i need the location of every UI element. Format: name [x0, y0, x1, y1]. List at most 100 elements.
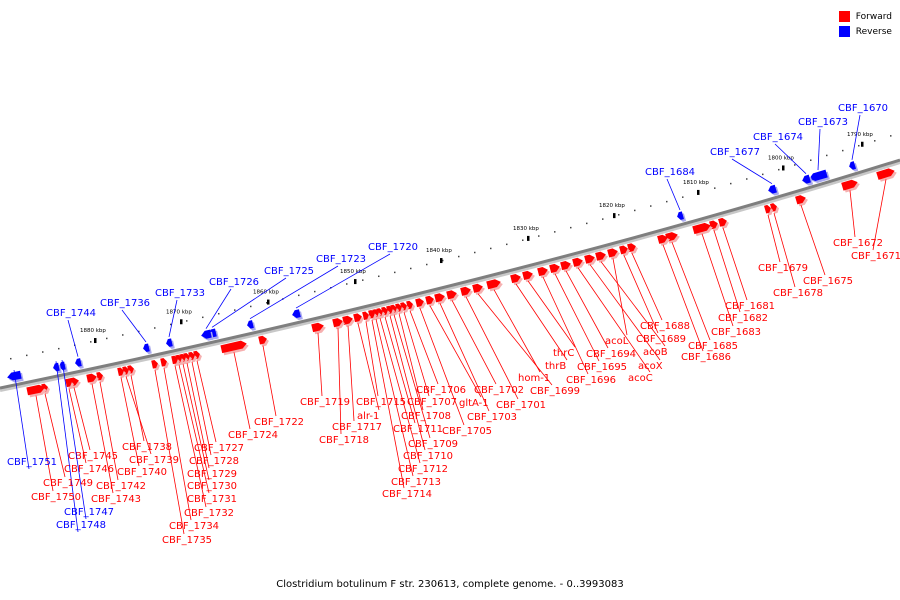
- gene-CBF_1722[interactable]: [258, 335, 270, 347]
- gene-CBF_1696[interactable]: [537, 265, 551, 279]
- gene-CBF_1689[interactable]: [619, 244, 631, 257]
- gene-CBF_1701[interactable]: [460, 285, 474, 298]
- scale-dot: [874, 140, 876, 142]
- gene-CBF_1673[interactable]: [808, 169, 830, 185]
- gene-arrow: [607, 248, 618, 258]
- gene-CBF_1683[interactable]: [692, 221, 714, 237]
- reverse-swatch: [838, 26, 850, 37]
- tick-mark: [267, 299, 270, 305]
- gene-CBF_1732[interactable]: [171, 355, 181, 367]
- gene-CBF_1751[interactable]: [6, 370, 24, 383]
- gene-leader-line: [233, 352, 251, 430]
- gene-CBF_1670[interactable]: [848, 161, 859, 173]
- gene-arrow: [657, 234, 668, 244]
- tick-label: 1850 kbp: [340, 269, 366, 275]
- gene-CBF_1724[interactable]: [220, 339, 249, 356]
- gene-CBF_1718[interactable]: [332, 317, 346, 330]
- gene-arrow: [522, 270, 533, 281]
- scale-dot: [650, 205, 652, 207]
- gene-CBF_1742[interactable]: [96, 371, 106, 383]
- gene-CBF_1734[interactable]: [160, 357, 170, 369]
- gene-arrow: [425, 295, 434, 305]
- gene-arrow: [763, 204, 771, 214]
- gene-leader-line: [121, 309, 147, 343]
- gene-CBF_1720[interactable]: [291, 309, 303, 321]
- gene-acoB[interactable]: [595, 250, 609, 263]
- gene-label: CBF_1701: [496, 400, 546, 411]
- gene-CBF_1717[interactable]: [342, 314, 356, 327]
- gene-arrow: [171, 355, 178, 365]
- gene-gltA-1[interactable]: [425, 295, 437, 307]
- gene-CBF_1726[interactable]: [200, 329, 214, 342]
- gene-label: acoB: [643, 347, 668, 358]
- scale-dot: [26, 354, 28, 357]
- gene-CBF_1743[interactable]: [86, 372, 99, 385]
- gene-label: CBF_1708: [401, 411, 451, 422]
- gene-CBF_1695[interactable]: [549, 262, 563, 276]
- gene-CBF_1733[interactable]: [165, 338, 175, 350]
- genome-title: Clostridium botulinum F str. 230613, com…: [276, 579, 624, 590]
- tick-label: 1860 kbp: [253, 290, 279, 296]
- gene-CBF_1694[interactable]: [560, 259, 574, 273]
- gene-label: CBF_1724: [228, 430, 278, 441]
- gene-leader-line: [125, 376, 152, 455]
- gene-CBF_1736[interactable]: [142, 343, 152, 355]
- legend-label-forward: Forward: [855, 11, 892, 22]
- gene-CBF_1735[interactable]: [151, 359, 161, 371]
- gene-CBF_1705[interactable]: [415, 297, 427, 310]
- gene-leader-line: [168, 299, 178, 338]
- scale-dot: [346, 283, 348, 285]
- gene-hom-1[interactable]: [486, 278, 504, 292]
- scale-dot: [266, 302, 268, 304]
- tick-label: 1840 kbp: [426, 248, 452, 254]
- gene-leader-line: [631, 253, 663, 321]
- gene-CBF_1703[interactable]: [434, 292, 448, 305]
- gene-thrB[interactable]: [510, 273, 524, 286]
- gene-label: CBF_1675: [803, 276, 853, 287]
- scale-dot: [794, 164, 796, 166]
- gene-CBF_1674[interactable]: [801, 174, 814, 187]
- gene-acoL[interactable]: [607, 247, 621, 260]
- gene-leader-line: [849, 190, 856, 238]
- gene-leader-line: [186, 362, 210, 469]
- gene-leader-line: [817, 128, 821, 171]
- scale-dot: [362, 279, 364, 281]
- gene-CBF_1688[interactable]: [627, 242, 639, 255]
- gene-CBF_1744[interactable]: [74, 358, 84, 370]
- gene-CBF_1715[interactable]: [362, 310, 372, 323]
- gene-label: CBF_1742: [96, 481, 146, 492]
- gene-CBF_1677[interactable]: [767, 184, 780, 197]
- gene-CBF_1678[interactable]: [769, 202, 780, 214]
- gene-leader-line: [196, 360, 217, 443]
- gene-CBF_1672[interactable]: [841, 178, 861, 193]
- gene-CBF_1671[interactable]: [876, 166, 898, 182]
- gene-CBF_1719[interactable]: [311, 321, 327, 335]
- gene-thrC[interactable]: [522, 269, 536, 283]
- gene-leader-line: [409, 310, 439, 385]
- gene-alr-1[interactable]: [353, 312, 365, 325]
- gene-label: CBF_1670: [838, 103, 888, 114]
- gene-CBF_1699[interactable]: [472, 282, 486, 295]
- gene-CBF_1740[interactable]: [117, 367, 127, 379]
- scale-dot: [826, 154, 828, 157]
- gene-arrow: [143, 343, 150, 352]
- gene-CBF_1686[interactable]: [657, 233, 671, 246]
- tick-mark: [613, 213, 616, 219]
- gene-arrow: [795, 195, 806, 205]
- gene-CBF_1679[interactable]: [763, 204, 774, 216]
- gene-CBF_1723[interactable]: [246, 320, 256, 332]
- gene-acoX[interactable]: [584, 253, 598, 266]
- gene-arrow: [809, 169, 828, 182]
- gene-CBF_1681[interactable]: [718, 216, 730, 229]
- gene-CBF_1750[interactable]: [26, 383, 47, 398]
- gene-arrow: [220, 340, 247, 354]
- gene-CBF_1684[interactable]: [676, 211, 687, 223]
- gene-label: gltA-1: [459, 398, 489, 409]
- scale-dot: [618, 214, 620, 216]
- gene-CBF_1746[interactable]: [65, 378, 75, 390]
- gene-CBF_1702[interactable]: [446, 289, 460, 302]
- gene-CBF_1675[interactable]: [795, 193, 809, 207]
- gene-arrow: [166, 338, 173, 347]
- gene-acoC[interactable]: [572, 256, 586, 269]
